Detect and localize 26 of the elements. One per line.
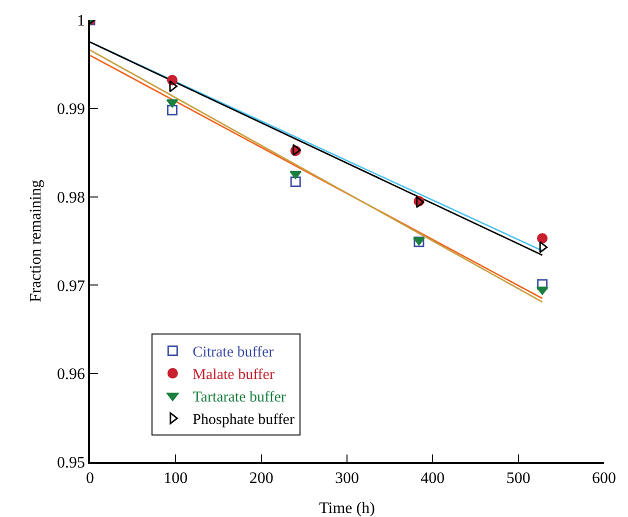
point xyxy=(292,144,301,156)
x-tick-label: 0 xyxy=(86,470,94,487)
x-axis-title: Time (h) xyxy=(319,500,375,517)
y-tick-label: 0.98 xyxy=(57,189,86,206)
legend-label: Phosphate buffer xyxy=(192,412,294,428)
point xyxy=(537,279,548,290)
x-tick-label: 500 xyxy=(506,470,530,487)
x-tick-label: 100 xyxy=(164,470,188,487)
y-tick-label: 0.99 xyxy=(57,101,86,118)
legend-label: Tartarate buffer xyxy=(192,390,286,406)
point xyxy=(537,233,548,244)
point xyxy=(539,241,548,254)
legend-label: Malate buffer xyxy=(192,367,274,384)
point xyxy=(290,176,301,188)
point xyxy=(166,104,178,116)
y-tick-label: 0.95 xyxy=(57,454,86,472)
x-tick-label: 200 xyxy=(249,470,274,487)
legend-label: Citrate buffer xyxy=(192,344,274,361)
x-tick-label: 300 xyxy=(335,470,359,487)
x-tick-label: 600 xyxy=(592,470,616,487)
y-tick-label: 0.97 xyxy=(57,278,86,295)
point xyxy=(290,170,302,180)
y-axis-title: Fraction remaining xyxy=(27,180,44,302)
y-tick-label: 1 xyxy=(77,12,86,30)
y-tick-label: 0.96 xyxy=(57,366,86,384)
x-tick-label: 400 xyxy=(420,470,445,487)
